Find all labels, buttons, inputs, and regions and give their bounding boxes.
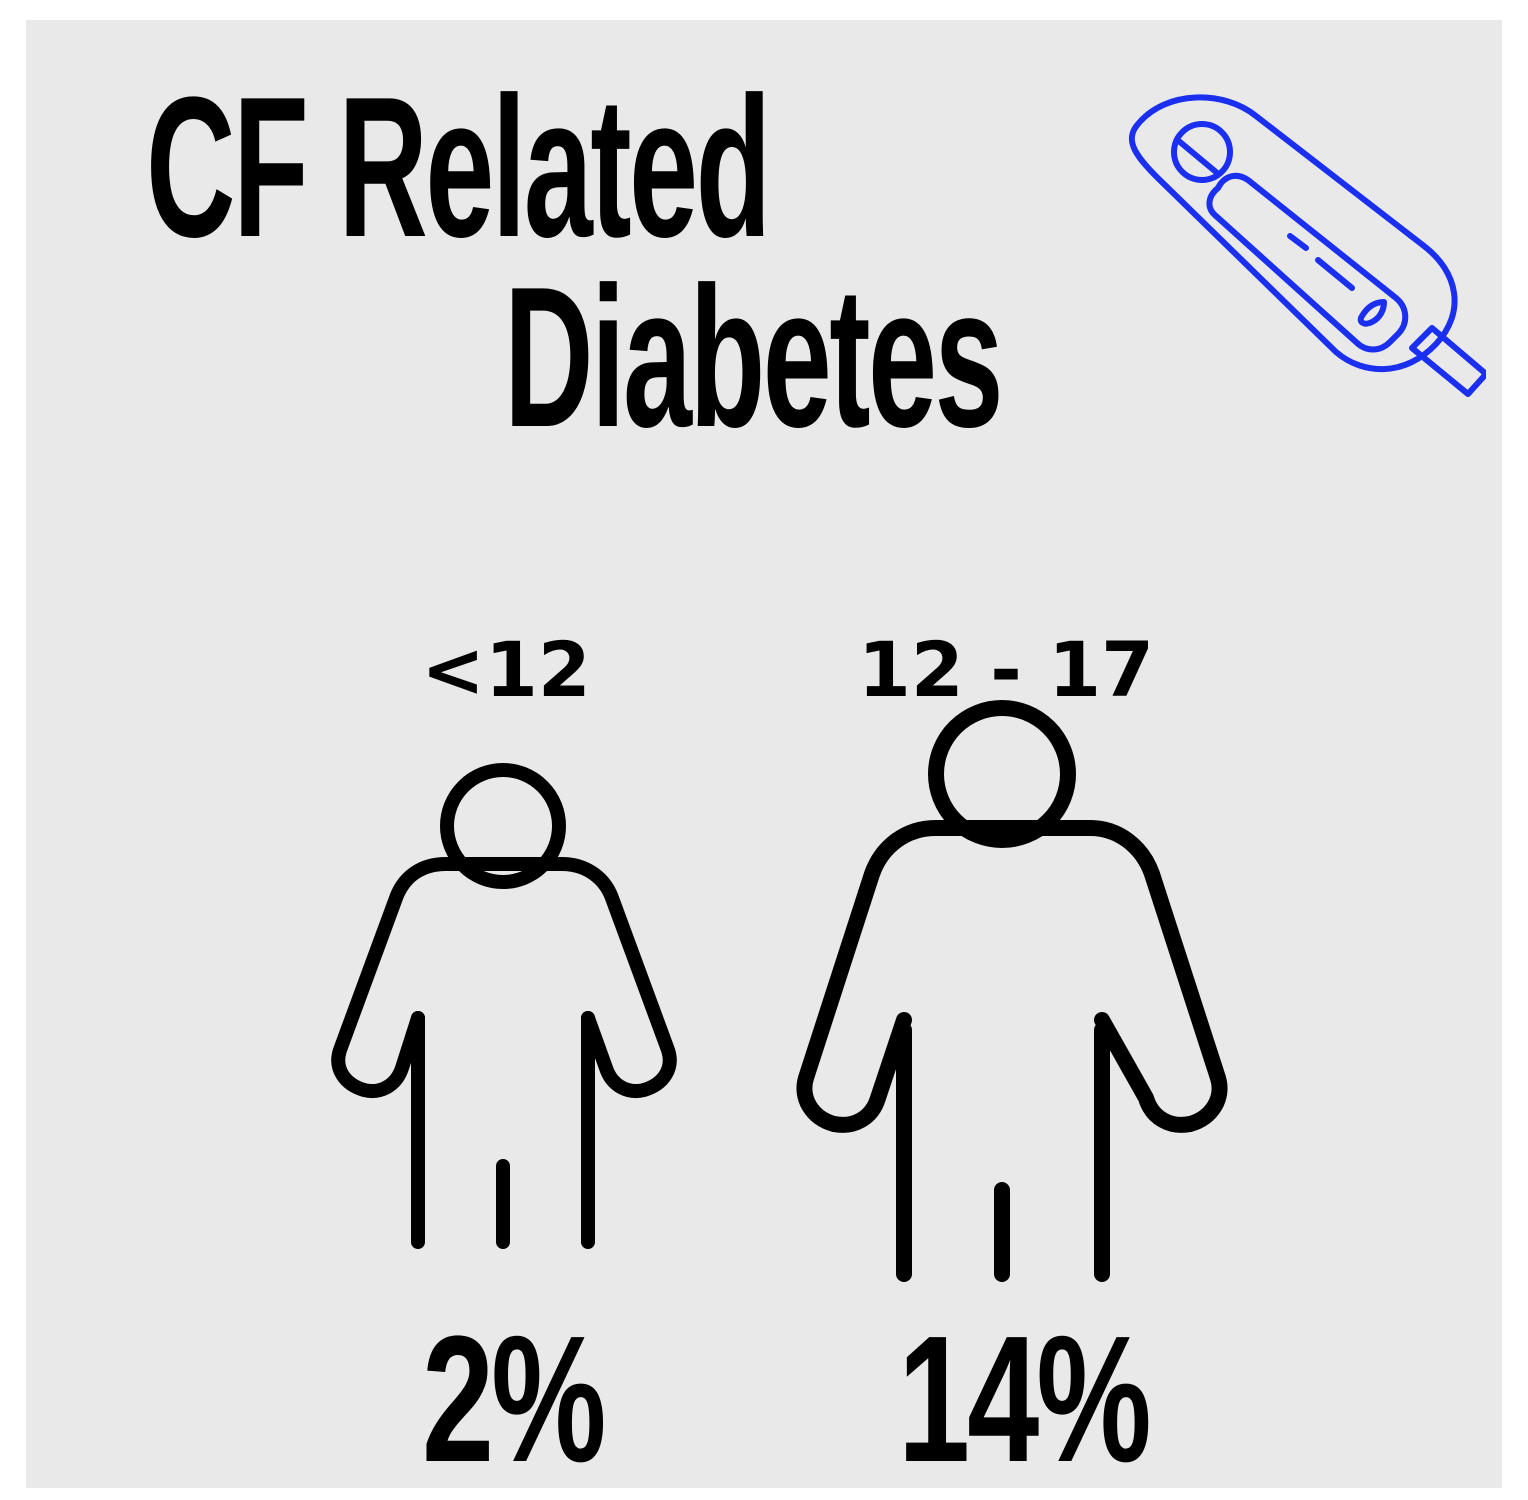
title-line-2: Diabetes (504, 246, 1004, 469)
percent-12-17: 14% (898, 1299, 1152, 1500)
age-label-under-12: <12 (421, 625, 591, 714)
age-label-12-17: 12 - 17 (858, 625, 1154, 714)
percent-under-12: 2% (422, 1299, 606, 1500)
title-line-1: CF Related (146, 56, 771, 279)
person-icon (796, 700, 1228, 1282)
person-icon (331, 763, 677, 1249)
infographic-card: CF Related Diabetes <12 12 - 17 (26, 20, 1502, 1500)
glucose-meter-icon (1128, 94, 1486, 397)
